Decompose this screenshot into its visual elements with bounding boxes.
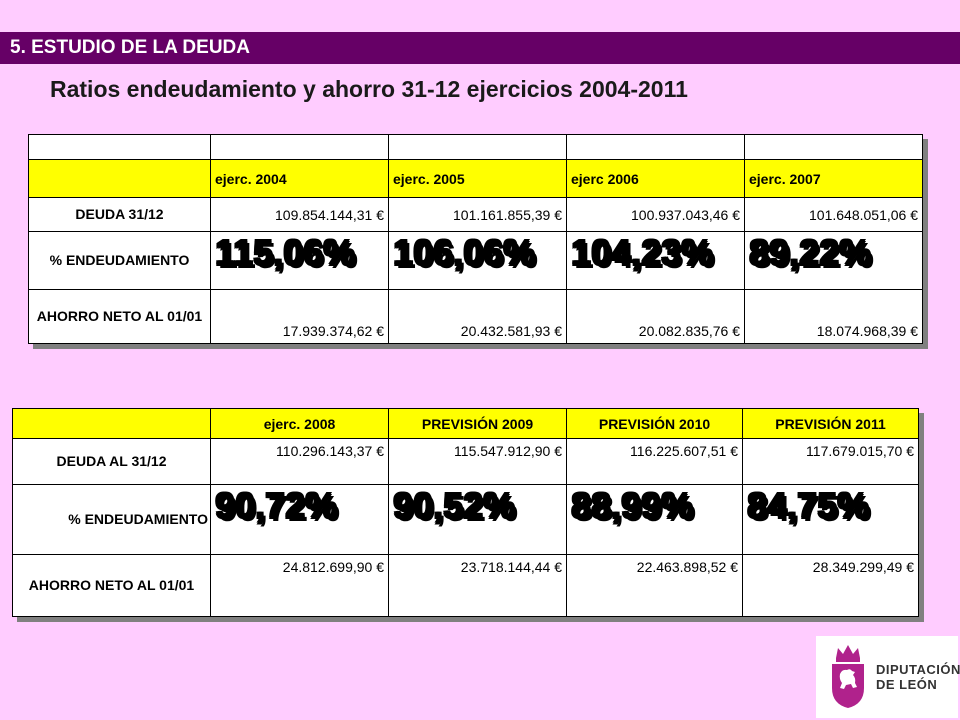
table-cell: 20.432.581,93 € — [388, 289, 567, 344]
column-header: ejerc. 2007 — [744, 159, 923, 198]
row-label-debt: DEUDA AL 31/12 — [12, 438, 211, 485]
percent-value: 88,99% — [566, 484, 743, 555]
percent-value: 106,06% — [388, 231, 567, 290]
column-header: ejerc. 2005 — [388, 159, 567, 198]
table-header-row: ejerc. 2004 ejerc. 2005 ejerc 2006 ejerc… — [28, 159, 923, 198]
section-title: 5. ESTUDIO DE LA DEUDA — [10, 37, 250, 58]
row-label-indebtedness: % ENDEUDAMIENTO — [12, 484, 211, 555]
logo-line-2: DE LEÓN — [876, 677, 938, 692]
table-cell — [12, 408, 211, 439]
table-cell: 22.463.898,52 € — [566, 554, 743, 617]
column-header: PREVISIÓN 2010 — [566, 408, 743, 439]
page-subtitle: Ratios endeudamiento y ahorro 31-12 ejer… — [50, 76, 688, 102]
table-cell: 101.648.051,06 € — [744, 197, 923, 232]
column-header: ejerc 2006 — [566, 159, 745, 198]
table-cell: 24.812.699,90 € — [210, 554, 389, 617]
percent-value: 90,52% — [388, 484, 567, 555]
table-cell: 110.296.143,37 € — [210, 438, 389, 485]
table-cell: 100.937.043,46 € — [566, 197, 745, 232]
table-cell: 28.349.299,49 € — [742, 554, 919, 617]
column-header: PREVISIÓN 2009 — [388, 408, 567, 439]
table-cell: 20.082.835,76 € — [566, 289, 745, 344]
debt-ratio-table-2004-2007: ejerc. 2004 ejerc. 2005 ejerc 2006 ejerc… — [28, 134, 923, 344]
table-cell — [744, 134, 923, 160]
percent-value: 89,22% — [744, 231, 923, 290]
row-label-debt: DEUDA 31/12 — [28, 197, 211, 232]
table-cell — [566, 134, 745, 160]
table-cell: 101.161.855,39 € — [388, 197, 567, 232]
table-cell — [28, 159, 211, 198]
table-cell: 109.854.144,31 € — [210, 197, 389, 232]
diputacion-leon-logo: DIPUTACIÓN DE LEÓN — [816, 636, 960, 718]
percent-value: 90,72% — [210, 484, 389, 555]
logo-line-1: DIPUTACIÓN — [876, 662, 960, 677]
percent-value: 84,75% — [742, 484, 919, 555]
percent-value: 104,23% — [566, 231, 745, 290]
table-row: DEUDA AL 31/12 110.296.143,37 € 115.547.… — [12, 438, 919, 485]
table-cell — [28, 134, 211, 160]
table-cell: 115.547.912,90 € — [388, 438, 567, 485]
table-row — [28, 134, 923, 160]
debt-ratio-table-2008-2011: ejerc. 2008 PREVISIÓN 2009 PREVISIÓN 201… — [12, 408, 919, 617]
row-label-net-savings: AHORRO NETO AL 01/01 — [28, 289, 211, 344]
table-row: DEUDA 31/12 109.854.144,31 € 101.161.855… — [28, 197, 923, 232]
table-cell: 18.074.968,39 € — [744, 289, 923, 344]
table-row: AHORRO NETO AL 01/01 24.812.699,90 € 23.… — [12, 554, 919, 617]
table-cell — [388, 134, 567, 160]
coat-of-arms-icon — [832, 645, 864, 708]
row-label-net-savings: AHORRO NETO AL 01/01 — [12, 554, 211, 617]
table-cell: 17.939.374,62 € — [210, 289, 389, 344]
column-header: PREVISIÓN 2011 — [742, 408, 919, 439]
table-row: % ENDEUDAMIENTO 90,72% 90,52% 88,99% 84,… — [12, 484, 919, 555]
table-cell: 23.718.144,44 € — [388, 554, 567, 617]
column-header: ejerc. 2004 — [210, 159, 389, 198]
percent-value: 115,06% — [210, 231, 389, 290]
section-header-bar: 5. ESTUDIO DE LA DEUDA — [0, 32, 960, 64]
table-cell: 117.679.015,70 € — [742, 438, 919, 485]
row-label-indebtedness: % ENDEUDAMIENTO — [28, 231, 211, 290]
column-header: ejerc. 2008 — [210, 408, 389, 439]
table-header-row: ejerc. 2008 PREVISIÓN 2009 PREVISIÓN 201… — [12, 408, 919, 439]
table-cell: 116.225.607,51 € — [566, 438, 743, 485]
logo-text: DIPUTACIÓN DE LEÓN — [876, 662, 960, 692]
table-row: AHORRO NETO AL 01/01 17.939.374,62 € 20.… — [28, 289, 923, 344]
table-cell — [210, 134, 389, 160]
table-row: % ENDEUDAMIENTO 115,06% 106,06% 104,23% … — [28, 231, 923, 290]
